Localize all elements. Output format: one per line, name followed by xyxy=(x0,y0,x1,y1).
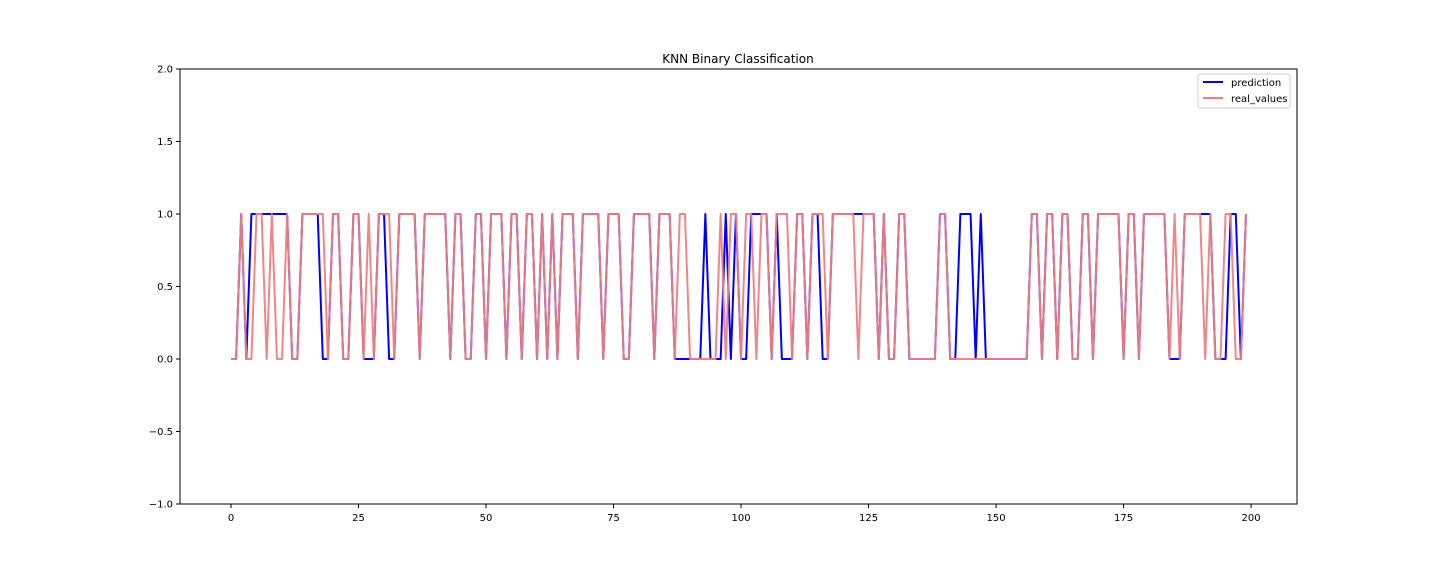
series-line-real-values xyxy=(231,213,1247,360)
y-tick-label: 0.0 xyxy=(157,355,173,366)
y-tick-label: 0.5 xyxy=(157,282,173,293)
chart-title: KNN Binary Classification xyxy=(662,52,813,66)
y-tick-label: 1.5 xyxy=(157,137,173,148)
x-tick-label: 175 xyxy=(1114,513,1133,524)
legend-label-real-values: real_values xyxy=(1231,94,1287,105)
x-tick-label: 150 xyxy=(987,513,1006,524)
x-tick-label: 75 xyxy=(607,513,620,524)
x-tick-label: 0 xyxy=(228,513,234,524)
y-tick-label: 2.0 xyxy=(157,65,173,76)
x-tick-label: 100 xyxy=(732,513,751,524)
x-tick-label: 25 xyxy=(352,513,365,524)
x-tick-label: 200 xyxy=(1242,513,1261,524)
legend: prediction real_values xyxy=(1197,73,1291,109)
legend-label-prediction: prediction xyxy=(1231,78,1281,89)
series-layer xyxy=(231,213,1247,360)
y-axis: −1.0 −0.5 0.0 0.5 1.0 1.5 2.0 xyxy=(149,65,180,511)
y-tick-label: −0.5 xyxy=(149,427,173,438)
x-axis: 0 25 50 75 100 125 150 175 200 xyxy=(228,504,1261,524)
y-tick-label: 1.0 xyxy=(157,210,173,221)
x-tick-label: 125 xyxy=(859,513,878,524)
y-tick-label: −1.0 xyxy=(149,500,173,511)
x-tick-label: 50 xyxy=(480,513,493,524)
